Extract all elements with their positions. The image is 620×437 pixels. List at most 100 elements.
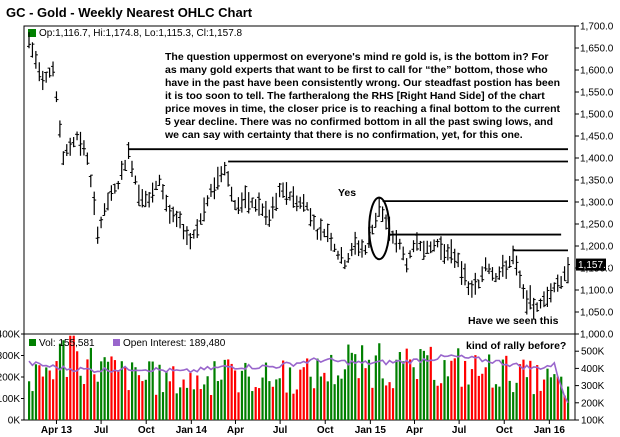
ohlc-bar	[315, 228, 320, 240]
x-tick-label: Apr 13	[41, 425, 73, 436]
volume-bar-down	[52, 379, 55, 420]
ohlc-bar	[555, 274, 560, 292]
ohlc-bar	[102, 203, 107, 216]
price-tick-label: 1,450.0	[580, 132, 614, 143]
volume-bar-up	[240, 370, 244, 420]
ohlc-bar	[109, 185, 114, 201]
ohlc-bar	[136, 184, 141, 207]
ohlc-bar	[171, 206, 176, 223]
ohlc-bar	[325, 223, 330, 243]
volume-bar-down	[86, 359, 89, 420]
ohlc-bar	[160, 184, 165, 200]
volume-bar-up	[247, 376, 250, 420]
ohlc-bar	[129, 160, 134, 177]
ohlc-bar	[30, 42, 35, 58]
volume-bar-up	[278, 378, 281, 420]
ohlc-bar	[521, 284, 526, 299]
ohlc-bar	[105, 192, 110, 211]
volume-bar-down	[137, 375, 141, 420]
volume-bar-down	[539, 390, 542, 420]
oi-legend-swatch	[113, 339, 120, 346]
volume-bar-down	[69, 335, 72, 420]
volume-bar-down	[196, 375, 199, 420]
ohlc-bar	[353, 231, 358, 255]
volume-bar-down	[450, 360, 453, 420]
ohlc-bar	[147, 192, 152, 208]
volume-bar-down	[505, 355, 508, 420]
volume-bar-down	[110, 356, 113, 420]
volume-bar-down	[306, 358, 309, 420]
ohlc-bar	[493, 273, 498, 283]
volume-tick-label: 300K	[0, 351, 20, 362]
volume-bar-down	[529, 360, 532, 420]
volume-bar-down	[227, 359, 230, 420]
ohlc-bar	[442, 244, 447, 264]
volume-bar-down	[491, 387, 494, 420]
volume-bar-up	[498, 386, 501, 420]
ohlc-bar	[119, 160, 124, 180]
ohlc-bar	[270, 196, 275, 219]
volume-bar-up	[422, 350, 426, 420]
volume-bar-down	[453, 358, 456, 420]
volume-bar-up	[89, 347, 92, 420]
volume-bar-down	[55, 361, 58, 420]
ohlc-bar	[287, 191, 292, 201]
volume-bar-up	[433, 379, 436, 420]
volume-bar-up	[319, 376, 323, 420]
chart-title: GC - Gold - Weekly Nearest OHLC Chart	[6, 5, 253, 20]
volume-bar-down	[460, 386, 463, 420]
volume-bar-up	[549, 377, 553, 420]
ohlc-bar	[184, 226, 189, 246]
ohlc-bar	[511, 245, 516, 265]
ohlc-bar	[308, 208, 313, 227]
ohlc-bar	[37, 62, 42, 82]
yes-annotation: Yes	[338, 187, 356, 199]
volume-bar-down	[271, 386, 274, 420]
ohlc-bar	[452, 248, 457, 268]
oi-tick-label: 400K	[581, 364, 605, 375]
volume-bar-up	[395, 359, 398, 420]
ohlc-bar	[232, 199, 237, 211]
ohlc-bar	[531, 297, 536, 319]
ohlc-bar	[356, 240, 361, 257]
question-backdrop	[463, 337, 573, 352]
ohlc-bar	[88, 174, 93, 188]
ohlc-bar	[373, 212, 378, 228]
volume-bar-down	[282, 360, 285, 420]
volume-bar-down	[518, 364, 522, 420]
volume-bar-up	[203, 384, 206, 420]
volume-tick-label: 0K	[8, 416, 21, 427]
volume-tick-label: 400K	[0, 330, 20, 341]
ohlc-bar	[339, 247, 344, 264]
ohlc-bar	[545, 286, 550, 307]
ohlc-bar	[61, 151, 66, 166]
volume-bar-up	[374, 355, 377, 420]
volume-bar-up	[206, 376, 209, 420]
volume-bar-down	[254, 387, 257, 420]
volume-bar-down	[470, 369, 474, 420]
last-price-box	[576, 258, 606, 271]
x-tick-label: Jan 14	[176, 425, 208, 436]
volume-bar-up	[45, 367, 48, 420]
ohlc-bar	[432, 239, 437, 252]
ohlc-bar	[346, 253, 351, 263]
ohlc-bar	[360, 239, 365, 258]
ohlc-bar	[566, 257, 570, 284]
volume-bar-up	[161, 392, 165, 420]
ohlc-bar	[212, 177, 217, 200]
volume-bar-up	[28, 381, 31, 420]
volume-bar-down	[405, 348, 408, 420]
vol-legend: Vol: 155,581	[39, 338, 95, 349]
volume-bar-down	[474, 355, 477, 420]
volume-bar-down	[209, 395, 213, 420]
last-price-marker: 1,157.8	[576, 258, 612, 271]
ohlc-bar	[305, 202, 310, 211]
ohlc-bar	[85, 152, 90, 165]
ohlc-bar	[507, 255, 512, 269]
ohlc-bar	[483, 257, 488, 272]
ohlc-bar	[277, 182, 282, 198]
ohlc-bar	[380, 206, 385, 223]
ohlc-bar	[500, 254, 505, 277]
ohlc-bar	[123, 159, 128, 171]
